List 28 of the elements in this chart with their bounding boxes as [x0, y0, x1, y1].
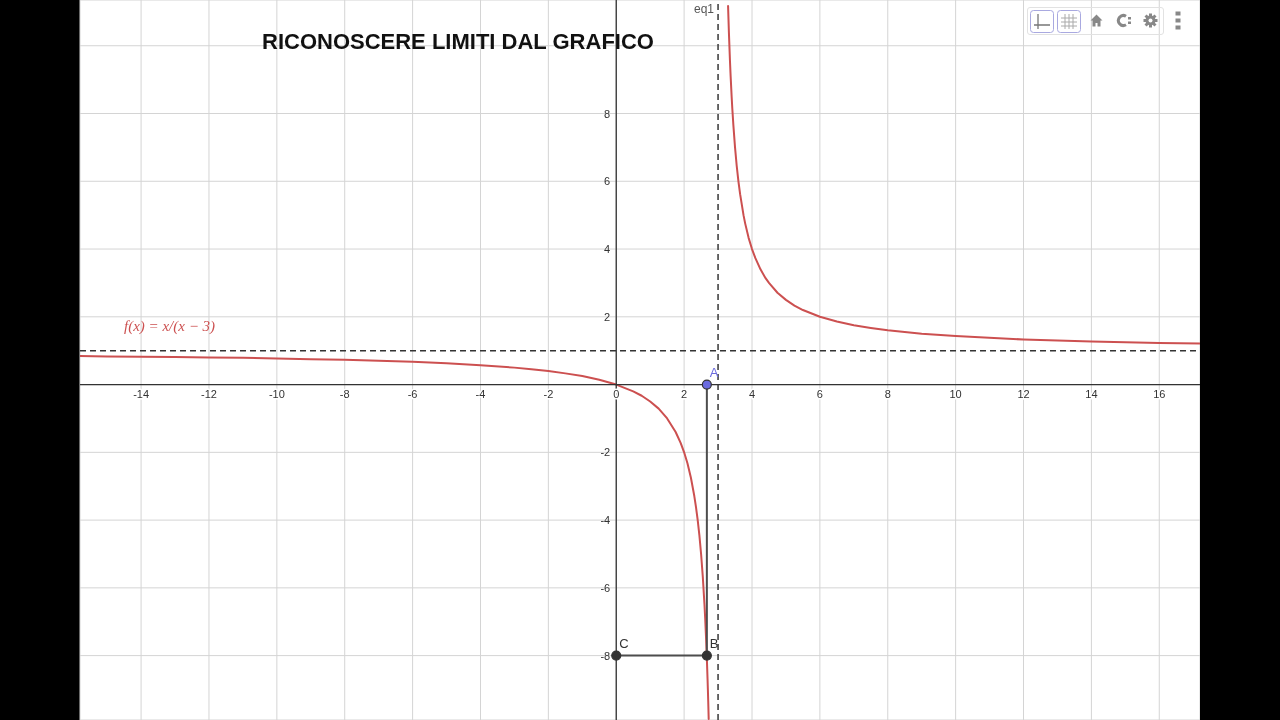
x-tick-label: -6 — [407, 387, 418, 400]
data-label: C — [619, 635, 629, 651]
x-tick-label: 16 — [1153, 387, 1166, 400]
series-label: f(x) = x/(x − 3) — [124, 318, 216, 335]
x-tick-label: -2 — [543, 387, 554, 400]
x-tick-label: 14 — [1085, 387, 1098, 400]
y-tick-label: -8 — [600, 649, 611, 662]
y-tick-label: -6 — [600, 581, 611, 594]
x-tick-label: 8 — [884, 387, 891, 400]
y-tick-label: 2 — [604, 310, 611, 323]
y-tick-label: 8 — [604, 107, 611, 120]
x-tick-label: 4 — [748, 387, 756, 400]
y-tick-label: -4 — [600, 514, 611, 527]
data-label: A — [709, 364, 719, 380]
x-tick-label: -4 — [475, 387, 486, 400]
x-tick-label: -10 — [268, 387, 285, 400]
y-tick-label: -2 — [600, 446, 611, 459]
y-tick-label: 4 — [604, 243, 611, 256]
ref-line-label: eq1 — [694, 1, 715, 16]
x-tick-label: 2 — [681, 387, 688, 400]
y-tick-label: 6 — [604, 175, 611, 188]
data-label: B — [709, 635, 719, 651]
x-tick-label: -8 — [339, 387, 350, 400]
x-tick-label: 12 — [1017, 387, 1030, 400]
x-tick-label: 6 — [816, 387, 823, 400]
x-tick-label: -14 — [133, 387, 150, 400]
x-tick-label: -12 — [201, 387, 217, 400]
x-tick-label: 10 — [949, 387, 962, 400]
